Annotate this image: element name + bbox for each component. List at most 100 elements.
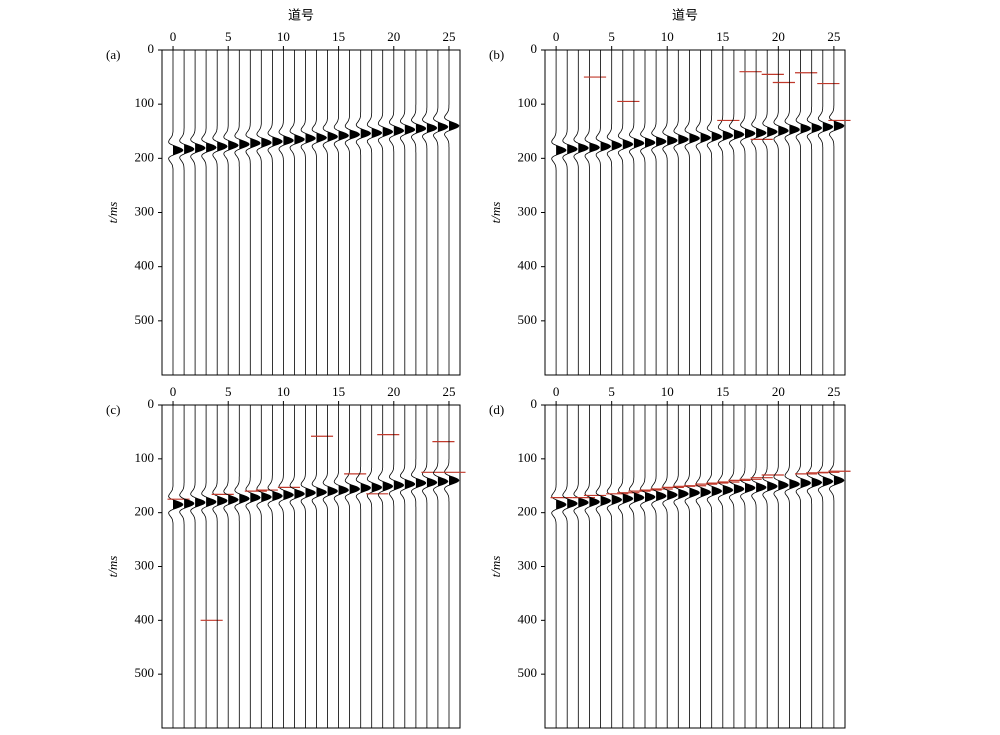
trace-wiggle bbox=[684, 50, 700, 375]
trace-wiggle bbox=[584, 50, 600, 375]
trace-wiggle bbox=[322, 405, 338, 728]
trace-lobe bbox=[556, 497, 567, 512]
trace-wiggle bbox=[212, 50, 228, 375]
trace-wiggle bbox=[256, 50, 272, 375]
trace-wiggle bbox=[751, 50, 767, 375]
trace-wiggle bbox=[344, 405, 361, 728]
trace-wiggle bbox=[628, 405, 645, 728]
trace-lobe bbox=[800, 476, 811, 491]
panel-label: (a) bbox=[106, 47, 120, 62]
trace-wiggle bbox=[444, 405, 460, 728]
y-axis-label: t/ms bbox=[105, 202, 120, 224]
trace-wiggle bbox=[740, 50, 756, 375]
trace-wiggle bbox=[651, 50, 667, 375]
trace-lobe bbox=[767, 124, 778, 139]
trace-wiggle bbox=[551, 50, 567, 375]
trace-wiggle bbox=[278, 50, 294, 375]
trace-lobe bbox=[338, 483, 349, 498]
trace-lobe bbox=[611, 492, 622, 507]
trace-lobe bbox=[567, 142, 578, 157]
trace-wiggle bbox=[717, 50, 734, 375]
trace-wiggle bbox=[817, 50, 834, 375]
trace-lobe bbox=[184, 142, 194, 157]
trace-wiggle bbox=[784, 405, 800, 728]
trace-lobe bbox=[305, 485, 316, 500]
trace-lobe bbox=[667, 133, 678, 148]
y-axis-label: t/ms bbox=[105, 556, 120, 578]
trace-lobe bbox=[437, 119, 448, 134]
trace-lobe bbox=[733, 482, 744, 496]
x-tick-label: 20 bbox=[387, 29, 400, 44]
trace-wiggle bbox=[606, 405, 623, 728]
trace-lobe bbox=[833, 473, 844, 488]
trace-wiggle bbox=[333, 405, 349, 728]
trace-wiggle bbox=[828, 405, 845, 728]
trace-wiggle bbox=[562, 50, 578, 375]
trace-lobe bbox=[700, 485, 711, 500]
trace-wiggle bbox=[377, 405, 393, 728]
x-tick-label: 25 bbox=[442, 29, 455, 44]
trace-lobe bbox=[811, 475, 822, 490]
y-tick-label: 500 bbox=[518, 665, 538, 680]
y-tick-label: 100 bbox=[135, 450, 155, 465]
trace-lobe bbox=[173, 497, 183, 512]
trace-wiggle bbox=[673, 50, 689, 375]
trace-wiggle bbox=[662, 405, 678, 728]
trace-lobe bbox=[811, 121, 822, 135]
trace-wiggle bbox=[278, 405, 294, 728]
trace-wiggle bbox=[289, 50, 305, 375]
trace-lobe bbox=[767, 479, 778, 494]
trace-lobe bbox=[789, 122, 800, 137]
trace-wiggle bbox=[267, 405, 283, 728]
trace-wiggle bbox=[422, 405, 438, 728]
panel-label: (c) bbox=[106, 402, 120, 417]
y-tick-label: 0 bbox=[531, 396, 538, 411]
y-tick-label: 300 bbox=[518, 557, 538, 572]
trace-wiggle bbox=[223, 50, 239, 375]
x-tick-label: 5 bbox=[608, 29, 615, 44]
trace-wiggle bbox=[773, 405, 789, 728]
trace-lobe bbox=[656, 489, 667, 503]
trace-lobe bbox=[283, 487, 294, 502]
trace-wiggle bbox=[595, 405, 612, 728]
y-tick-label: 0 bbox=[148, 396, 155, 411]
trace-lobe bbox=[833, 118, 844, 133]
trace-lobe bbox=[195, 141, 205, 156]
trace-lobe bbox=[800, 121, 811, 136]
trace-lobe bbox=[228, 492, 239, 507]
x-tick-label: 0 bbox=[553, 29, 560, 44]
panel: (a) 道号 t/ms 0 5 10 15 20 25 0 100 200 300 400 500 bbox=[105, 9, 461, 376]
trace-lobe bbox=[556, 143, 567, 158]
trace-wiggle bbox=[728, 50, 745, 375]
trace-lobe bbox=[678, 486, 689, 501]
trace-lobe bbox=[426, 475, 437, 490]
x-tick-label: 15 bbox=[716, 384, 729, 399]
trace-lobe bbox=[578, 495, 589, 510]
trace-wiggle bbox=[366, 50, 382, 375]
trace-lobe bbox=[789, 477, 800, 492]
trace-wiggle bbox=[762, 405, 778, 728]
trace-wiggle bbox=[762, 50, 778, 375]
trace-wiggle bbox=[717, 405, 734, 728]
trace-wiggle bbox=[444, 50, 460, 375]
trace-wiggle bbox=[817, 405, 834, 728]
x-tick-label: 10 bbox=[661, 384, 674, 399]
trace-wiggle bbox=[606, 50, 623, 375]
trace-lobe bbox=[745, 126, 755, 141]
trace-wiggle bbox=[388, 405, 404, 728]
trace-wiggle bbox=[684, 405, 700, 728]
plot-frame bbox=[544, 49, 846, 376]
x-tick-label: 25 bbox=[827, 384, 840, 399]
trace-lobe bbox=[415, 121, 426, 136]
y-tick-label: 300 bbox=[135, 203, 155, 218]
trace-wiggle bbox=[190, 405, 206, 728]
trace-lobe bbox=[360, 480, 371, 495]
x-tick-label: 25 bbox=[827, 29, 840, 44]
panel-label: (b) bbox=[489, 47, 504, 62]
trace-lobe bbox=[426, 121, 437, 135]
trace-wiggle bbox=[267, 50, 283, 375]
trace-wiggle bbox=[355, 405, 372, 728]
trace-wiggle bbox=[751, 405, 767, 728]
y-tick-label: 0 bbox=[148, 41, 155, 56]
